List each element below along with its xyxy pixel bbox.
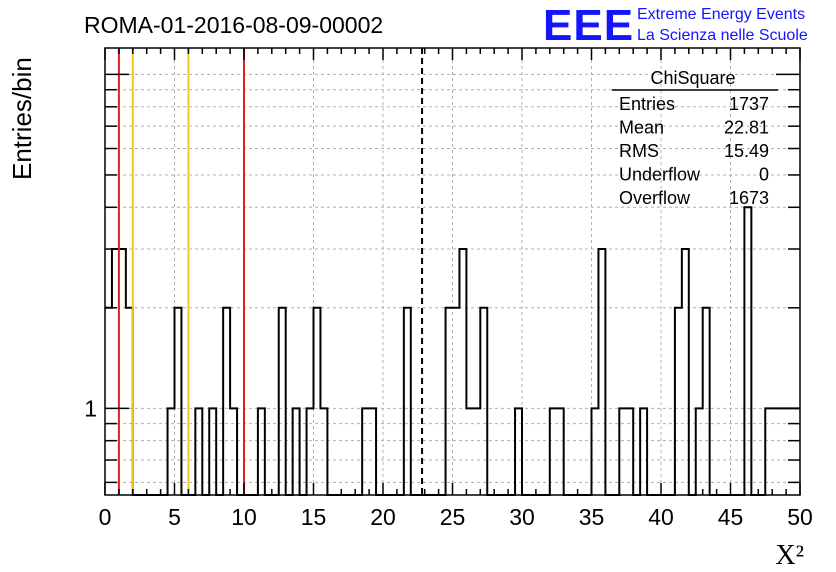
stats-row-value: 15.49	[724, 141, 769, 161]
histogram-bin	[765, 408, 772, 495]
stats-row-value: 0	[759, 165, 769, 185]
x-tick-label: 35	[579, 504, 605, 530]
histogram-bin	[175, 308, 182, 495]
histogram-bin	[772, 408, 779, 495]
eee-logo-line2: La Scienza nelle Scuole	[637, 27, 808, 44]
histogram-bin	[195, 408, 202, 495]
x-tick-label: 0	[99, 504, 112, 530]
x-tick-label: 10	[231, 504, 257, 530]
histogram-bin	[126, 308, 133, 495]
histogram-bin	[453, 308, 460, 495]
eee-logo-mark: EEE	[543, 1, 634, 50]
histogram-bin	[696, 408, 703, 495]
histogram-bin	[557, 408, 564, 495]
histogram-bin	[314, 308, 321, 495]
histogram-bin	[119, 249, 126, 495]
histogram-bin	[640, 408, 647, 495]
histogram-bin	[209, 408, 216, 495]
stats-row-value: 1673	[729, 188, 769, 208]
x-tick-label: 5	[168, 504, 181, 530]
y-axis-label: Entries/bin	[7, 57, 37, 180]
y-tick-labels: 1	[84, 395, 97, 421]
histogram-bin	[223, 308, 230, 495]
histogram-bin	[279, 308, 286, 495]
x-tick-label: 30	[509, 504, 535, 530]
histogram-bin	[293, 408, 300, 495]
stats-title: ChiSquare	[650, 68, 735, 88]
stats-row-value: 22.81	[724, 118, 769, 138]
reference-lines	[117, 48, 424, 495]
histogram-bin	[230, 408, 237, 495]
stats-row-label: Entries	[619, 94, 675, 114]
histogram-bin	[550, 408, 557, 495]
x-axis-label: X²	[775, 540, 804, 571]
histogram-bin	[515, 408, 522, 495]
x-tick-label: 15	[301, 504, 327, 530]
grid	[105, 48, 800, 495]
histogram-bin	[598, 249, 605, 495]
chart-title: ROMA-01-2016-08-09-00002	[84, 12, 383, 38]
x-tick-label: 45	[718, 504, 744, 530]
eee-logo-line1: Extreme Energy Events	[637, 6, 805, 23]
histogram-bin	[703, 308, 710, 495]
eee-logo: EEE Extreme Energy Events La Scienza nel…	[543, 1, 808, 50]
x-tick-labels: 0 5 10 15 20 25 30 35 40 45 50	[99, 504, 813, 530]
histogram-bin	[105, 308, 112, 495]
histogram-bin	[480, 308, 487, 495]
stats-row-label: Overflow	[619, 188, 691, 208]
histogram-bin	[168, 408, 175, 495]
histogram-bin	[446, 308, 453, 495]
histogram-bin	[592, 408, 599, 495]
histogram-bin	[619, 408, 626, 495]
histogram-bin	[682, 249, 689, 495]
stats-box: ChiSquare Entries 1737 Mean 22.81 RMS 15.49 Un…	[612, 68, 778, 208]
y-tick-label: 1	[84, 395, 97, 421]
x-tick-label: 40	[648, 504, 674, 530]
histogram-bin	[369, 408, 376, 495]
plot-frame	[104, 47, 801, 496]
histogram-bin	[258, 408, 265, 495]
histogram-bin	[362, 408, 369, 495]
histogram-bin	[675, 308, 682, 495]
x-tick-label: 25	[440, 504, 466, 530]
stats-row-label: Underflow	[619, 165, 701, 185]
histogram-bin	[320, 408, 327, 495]
histogram-bin	[112, 249, 119, 495]
stats-row-label: RMS	[619, 141, 659, 161]
x-tick-label: 20	[370, 504, 396, 530]
histogram-bin	[744, 207, 751, 495]
histogram-bin	[466, 408, 473, 495]
histogram-bin	[307, 408, 314, 495]
stats-rows: Entries 1737 Mean 22.81 RMS 15.49 Underflow 0 Ov…	[619, 94, 769, 208]
stats-row-label: Mean	[619, 118, 664, 138]
histogram-bin	[459, 249, 466, 495]
x-tick-label: 50	[787, 504, 813, 530]
histogram-bin	[626, 408, 633, 495]
stats-row-value: 1737	[729, 94, 769, 114]
histogram-bin	[404, 308, 411, 495]
histogram-bin	[473, 408, 480, 495]
histogram-bin	[779, 408, 786, 495]
